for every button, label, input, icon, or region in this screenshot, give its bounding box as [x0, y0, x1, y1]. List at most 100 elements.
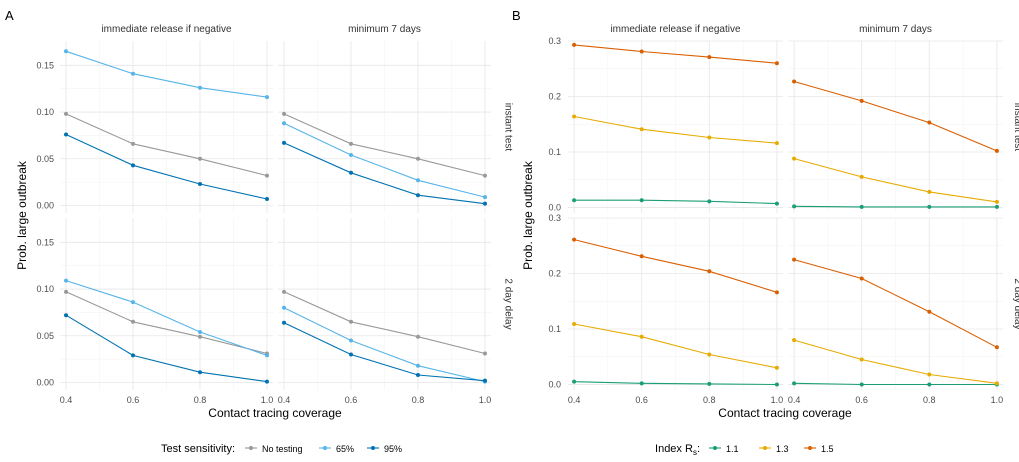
- facet-panel: 0.00 0.05 0.10 0.15: [36, 41, 273, 213]
- data-point: [639, 254, 644, 259]
- facet-panel: [788, 40, 1003, 213]
- series-line-65-: [65, 50, 268, 98]
- data-point: [792, 338, 797, 343]
- facet-row-label: 2 day delay: [1012, 278, 1019, 329]
- data-point: [859, 382, 864, 387]
- data-point: [572, 114, 577, 119]
- data-point: [927, 120, 932, 125]
- data-point: [282, 111, 287, 116]
- data-point: [64, 278, 69, 283]
- legend-label: 65%: [336, 444, 354, 454]
- facet-panel: 0.4 0.6 0.8 1.0: [278, 218, 491, 405]
- legend-title-main: Index R: [655, 443, 693, 455]
- series-line-65-: [283, 307, 486, 383]
- x-tick-label: 0.4: [278, 395, 291, 405]
- data-point: [282, 121, 287, 126]
- data-point: [639, 49, 644, 54]
- data-point: [859, 174, 864, 179]
- facet-column-label: minimum 7 days: [859, 24, 932, 35]
- data-point: [282, 305, 287, 310]
- series-line-95-: [65, 314, 268, 383]
- data-point: [415, 193, 420, 198]
- legend-title: Test sensitivity:: [161, 443, 235, 455]
- y-tick-label: 0.05: [36, 331, 54, 341]
- data-point: [64, 49, 69, 54]
- facet-row-label: instant test: [1012, 103, 1019, 152]
- facet-strip: [568, 19, 783, 38]
- legend: Test sensitivity: No testing 65% 95%: [161, 443, 402, 455]
- data-point: [707, 199, 712, 204]
- data-point: [572, 379, 577, 384]
- data-point: [482, 378, 487, 383]
- facet-panel: [278, 41, 491, 213]
- data-point: [131, 300, 136, 305]
- legend-key-point: [323, 446, 327, 450]
- data-point: [197, 330, 202, 335]
- series-line-1-3: [793, 339, 997, 384]
- y-tick-label: 0.1: [548, 324, 561, 334]
- facet-panel: 0.4 0.6 0.8 1.0: [788, 217, 1004, 405]
- facet-strip: [278, 19, 491, 38]
- x-tick-label: 0.4: [788, 395, 801, 405]
- data-point: [197, 182, 202, 187]
- data-point: [707, 269, 712, 274]
- data-point: [349, 352, 354, 357]
- data-point: [859, 98, 864, 103]
- series-line-1-1: [574, 199, 777, 205]
- data-point: [197, 334, 202, 339]
- series-line-95-: [283, 142, 486, 205]
- x-tick-label: 1.0: [991, 395, 1004, 405]
- facet-strip: [788, 19, 1003, 38]
- series-line-1-1: [574, 381, 777, 386]
- data-point: [64, 289, 69, 294]
- facet-row-label: 2 day delay: [503, 278, 514, 329]
- data-point: [415, 363, 420, 368]
- series-line-no-testing: [65, 291, 268, 355]
- data-point: [774, 290, 779, 295]
- facet-row-label: instant test: [503, 103, 514, 152]
- series-line-95-: [65, 134, 268, 200]
- facet-panel: 0.0 0.1 0.2 0.3: [548, 36, 783, 213]
- series-line-95-: [283, 322, 486, 382]
- legend-label: No testing: [262, 444, 303, 454]
- data-point: [415, 373, 420, 378]
- facet-column-label: immediate release if negative: [101, 24, 232, 35]
- x-axis-title: Contact tracing coverage: [208, 406, 342, 420]
- data-point: [927, 382, 932, 387]
- data-point: [131, 163, 136, 168]
- series-line-no-testing: [283, 291, 486, 355]
- data-point: [859, 357, 864, 362]
- series-line-65-: [283, 122, 486, 198]
- legend-key-point: [371, 446, 375, 450]
- data-point: [994, 345, 999, 350]
- data-point: [792, 79, 797, 84]
- data-point: [639, 334, 644, 339]
- legend-label: 1.1: [726, 444, 739, 454]
- data-point: [64, 111, 69, 116]
- data-point: [349, 153, 354, 158]
- data-point: [131, 319, 136, 324]
- data-point: [707, 55, 712, 60]
- x-tick-label: 0.4: [60, 395, 73, 405]
- data-point: [572, 321, 577, 326]
- data-point: [197, 85, 202, 90]
- x-tick-label: 1.0: [771, 395, 784, 405]
- data-point: [774, 365, 779, 370]
- series-line-1-5: [573, 239, 778, 293]
- x-tick-label: 0.4: [568, 395, 581, 405]
- legend-key-point: [808, 446, 812, 450]
- y-tick-label: 0.05: [36, 154, 54, 164]
- y-tick-label: 0.00: [36, 201, 54, 211]
- series-line-1-3: [573, 115, 777, 144]
- legend-key-point: [713, 446, 717, 450]
- series-line-1-3: [793, 158, 997, 203]
- data-point: [264, 379, 269, 384]
- data-point: [349, 170, 354, 175]
- x-axis-title: Contact tracing coverage: [718, 406, 852, 420]
- x-tick-label: 0.6: [127, 395, 140, 405]
- data-point: [927, 309, 932, 314]
- legend-key-point: [249, 446, 253, 450]
